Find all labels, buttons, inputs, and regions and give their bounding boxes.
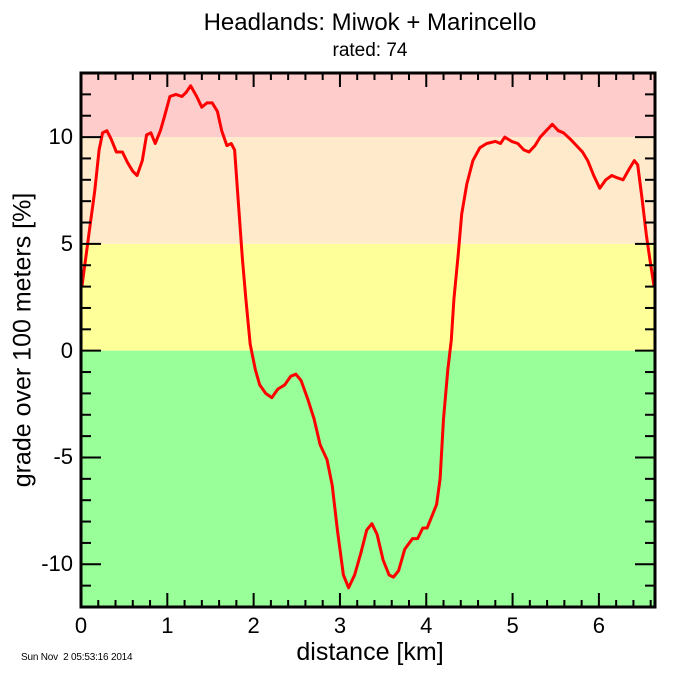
grade-band	[81, 137, 655, 244]
grade-line	[80, 84, 656, 590]
grade-bands	[81, 73, 655, 607]
chart-subtitle: rated: 74	[332, 40, 408, 61]
y-tick-label: 5	[60, 230, 73, 256]
y-tick-label: -10	[41, 551, 73, 577]
x-axis-label: distance [km]	[296, 638, 444, 666]
y-tick-label: 0	[60, 337, 73, 363]
y-tick-label: 10	[48, 124, 73, 150]
x-tick-label: 3	[333, 613, 347, 638]
x-tick-label: 4	[420, 613, 433, 638]
plot-frame	[79, 71, 657, 609]
x-tick-label: 2	[247, 613, 260, 638]
x-tick-label: 0	[74, 613, 88, 638]
chart-title: Headlands: Miwok + Marincello	[203, 9, 537, 36]
timestamp: Sun Nov 2 05:53:16 2014	[21, 652, 133, 663]
x-tick-label: 5	[506, 613, 519, 638]
grade-band	[81, 243, 655, 351]
grade-band	[81, 73, 655, 138]
grade-band	[81, 350, 655, 607]
x-tick-label: 6	[592, 613, 606, 638]
y-tick-label: -5	[53, 444, 73, 470]
x-tick-label: 1	[161, 613, 174, 638]
